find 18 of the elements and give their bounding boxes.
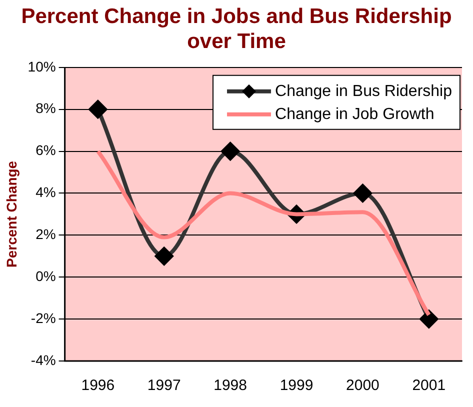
y-tick-label: 10% xyxy=(28,58,56,74)
y-tick-label: -2% xyxy=(30,310,56,326)
y-tick-label: 0% xyxy=(36,268,56,284)
x-tick-label: 2001 xyxy=(412,377,446,394)
x-tick-label: 1996 xyxy=(81,377,115,394)
x-tick-label: 1998 xyxy=(214,377,247,394)
chart-title: Percent Change in Jobs and Bus Ridership over Time xyxy=(20,4,453,55)
y-tick-label: 2% xyxy=(36,226,56,242)
legend-label: Change in Job Growth xyxy=(275,106,434,123)
y-axis-title: Percent Change xyxy=(3,160,20,268)
y-tick-label: 4% xyxy=(36,184,56,200)
x-tick-label: 2000 xyxy=(346,377,380,394)
legend-label: Change in Bus Ridership xyxy=(275,82,452,100)
x-tick-label: 1997 xyxy=(147,377,181,394)
y-tick-label: -4% xyxy=(30,352,56,368)
y-tick-label: 8% xyxy=(36,100,56,116)
x-tick-label: 1999 xyxy=(280,377,314,394)
y-tick-label: 6% xyxy=(36,142,56,158)
